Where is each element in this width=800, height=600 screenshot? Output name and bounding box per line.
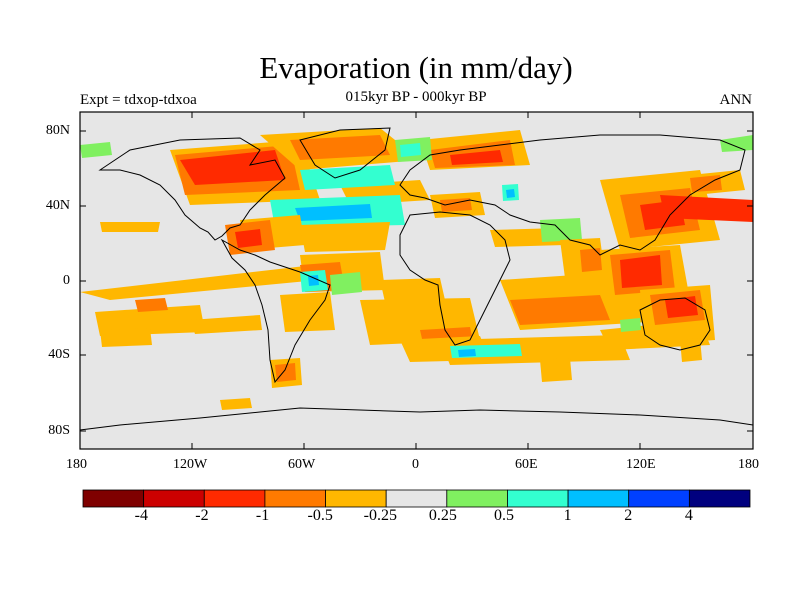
anomaly-region — [95, 305, 205, 336]
anomaly-region — [80, 142, 112, 158]
anomaly-region — [510, 295, 610, 325]
colorbar-swatch — [688, 489, 751, 508]
chart-title: Evaporation (in mm/day) — [259, 50, 573, 85]
coastlines — [79, 127, 754, 431]
lon-label-60w: 60W — [288, 457, 316, 472]
anomaly-region — [680, 338, 702, 362]
colorbar-swatch — [82, 489, 145, 508]
anomaly-region — [280, 292, 335, 332]
coastline — [220, 238, 331, 384]
colorbar-swatch — [385, 489, 448, 508]
coastline — [399, 134, 746, 256]
colorbar-swatch — [507, 489, 569, 508]
anomaly-region — [100, 222, 160, 232]
anomaly-region — [400, 143, 421, 157]
colorbar-label: -0.25 — [363, 507, 397, 524]
colorbar-swatch — [446, 489, 508, 508]
colorbar-swatch — [325, 489, 387, 508]
anomaly-region — [80, 262, 360, 300]
anomaly-region — [308, 275, 319, 286]
colorbar-swatch — [264, 489, 326, 508]
anomaly-region — [275, 363, 296, 382]
anomaly-region — [720, 135, 753, 152]
anomaly-region — [295, 204, 372, 221]
coastline — [299, 127, 391, 179]
chart-subtitle: 015kyr BP - 000kyr BP — [345, 89, 487, 105]
anomaly-region — [300, 222, 390, 252]
anomaly-region — [620, 318, 641, 332]
colorbar-label: 1 — [563, 507, 572, 524]
coastline — [79, 407, 754, 431]
colorbar-label: -1 — [255, 507, 270, 524]
lat-label-80S: 80S — [48, 423, 70, 438]
season-label: ANN — [719, 92, 753, 108]
anomaly-region — [290, 135, 390, 160]
anomaly-region — [180, 150, 285, 185]
colorbar-label: 2 — [624, 507, 633, 524]
lon-label-0: 0 — [412, 457, 419, 472]
lon-label-180w: 180 — [66, 457, 87, 472]
lon-label-120w: 120W — [173, 457, 208, 472]
lon-label-120e: 120E — [626, 457, 656, 472]
anomaly-region — [440, 335, 630, 365]
anomaly-region — [506, 189, 515, 198]
colorbar-label: 4 — [684, 507, 693, 524]
lat-label-80N: 80N — [45, 123, 70, 138]
coastline — [399, 211, 511, 346]
lon-label-180e: 180 — [738, 457, 759, 472]
colorbar-label: 0.25 — [428, 507, 457, 524]
axis-ticks — [79, 112, 754, 449]
colorbar-swatch — [567, 489, 630, 508]
colorbar-label: -2 — [195, 507, 209, 524]
lon-label-60e: 60E — [515, 457, 538, 472]
colorbar-label: -0.5 — [307, 507, 333, 524]
lat-label-0: 0 — [63, 273, 70, 288]
colorbar-swatch — [203, 489, 266, 508]
colorbar-label: 0.5 — [493, 507, 514, 524]
anomaly-region — [235, 229, 262, 248]
lat-label-40N: 40N — [45, 198, 70, 213]
colorbar-swatch — [143, 489, 205, 508]
anomaly-region — [450, 150, 503, 165]
anomaly-region — [220, 398, 252, 410]
anomaly-region — [458, 349, 476, 357]
colorbar-label: -4 — [134, 507, 148, 524]
anomaly-region — [690, 175, 722, 192]
anomaly-region — [135, 298, 168, 312]
experiment-label: Expt = tdxop-tdxoa — [80, 92, 197, 108]
coastline — [98, 137, 286, 241]
anomaly-region — [380, 278, 445, 302]
colorbar-swatch — [628, 489, 690, 508]
anomaly-region — [330, 272, 362, 295]
coastline — [639, 297, 711, 351]
anomaly-field — [80, 128, 753, 410]
anomaly-region — [190, 315, 262, 334]
lat-label-40S: 40S — [48, 347, 70, 362]
anomaly-region — [620, 255, 662, 288]
anomaly-region — [540, 358, 572, 382]
anomaly-region — [580, 248, 602, 272]
anomaly-region — [665, 296, 698, 318]
anomaly-region — [100, 328, 152, 347]
